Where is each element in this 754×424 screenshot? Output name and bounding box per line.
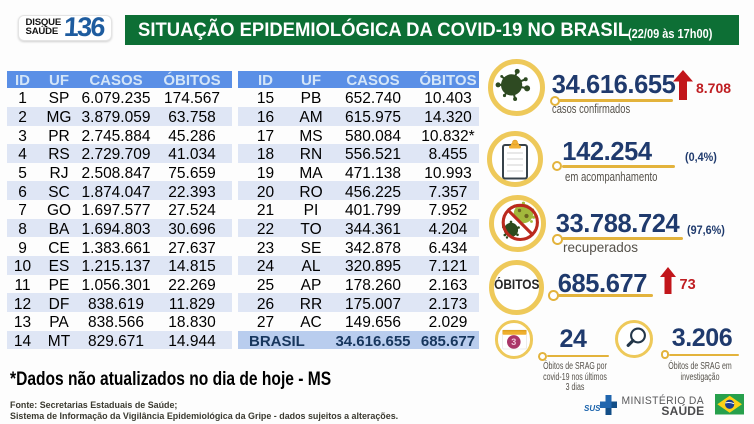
- svg-text:3: 3: [511, 337, 516, 347]
